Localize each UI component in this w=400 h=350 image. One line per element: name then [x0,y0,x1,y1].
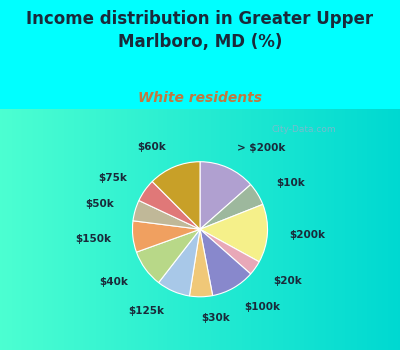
Wedge shape [200,229,259,274]
Text: Income distribution in Greater Upper
Marlboro, MD (%): Income distribution in Greater Upper Mar… [26,10,374,51]
Text: $10k: $10k [276,178,305,188]
Wedge shape [190,229,213,297]
Text: $50k: $50k [86,199,114,209]
Wedge shape [152,162,200,229]
Text: City-Data.com: City-Data.com [272,125,337,134]
Wedge shape [159,229,200,296]
Text: $40k: $40k [99,276,128,287]
Wedge shape [132,221,200,252]
Wedge shape [200,184,263,229]
Text: $125k: $125k [128,306,164,316]
Text: $60k: $60k [137,142,166,152]
Wedge shape [200,229,251,296]
Text: $20k: $20k [273,275,302,286]
Wedge shape [133,201,200,229]
Wedge shape [200,204,268,262]
Text: White residents: White residents [138,91,262,105]
Wedge shape [136,229,200,282]
Text: $100k: $100k [244,302,280,312]
Wedge shape [200,162,251,229]
Text: $200k: $200k [289,230,325,240]
Text: > $200k: > $200k [237,143,285,153]
Text: $150k: $150k [75,234,111,244]
Text: $75k: $75k [98,173,127,183]
Wedge shape [139,182,200,229]
Text: $30k: $30k [202,313,230,323]
